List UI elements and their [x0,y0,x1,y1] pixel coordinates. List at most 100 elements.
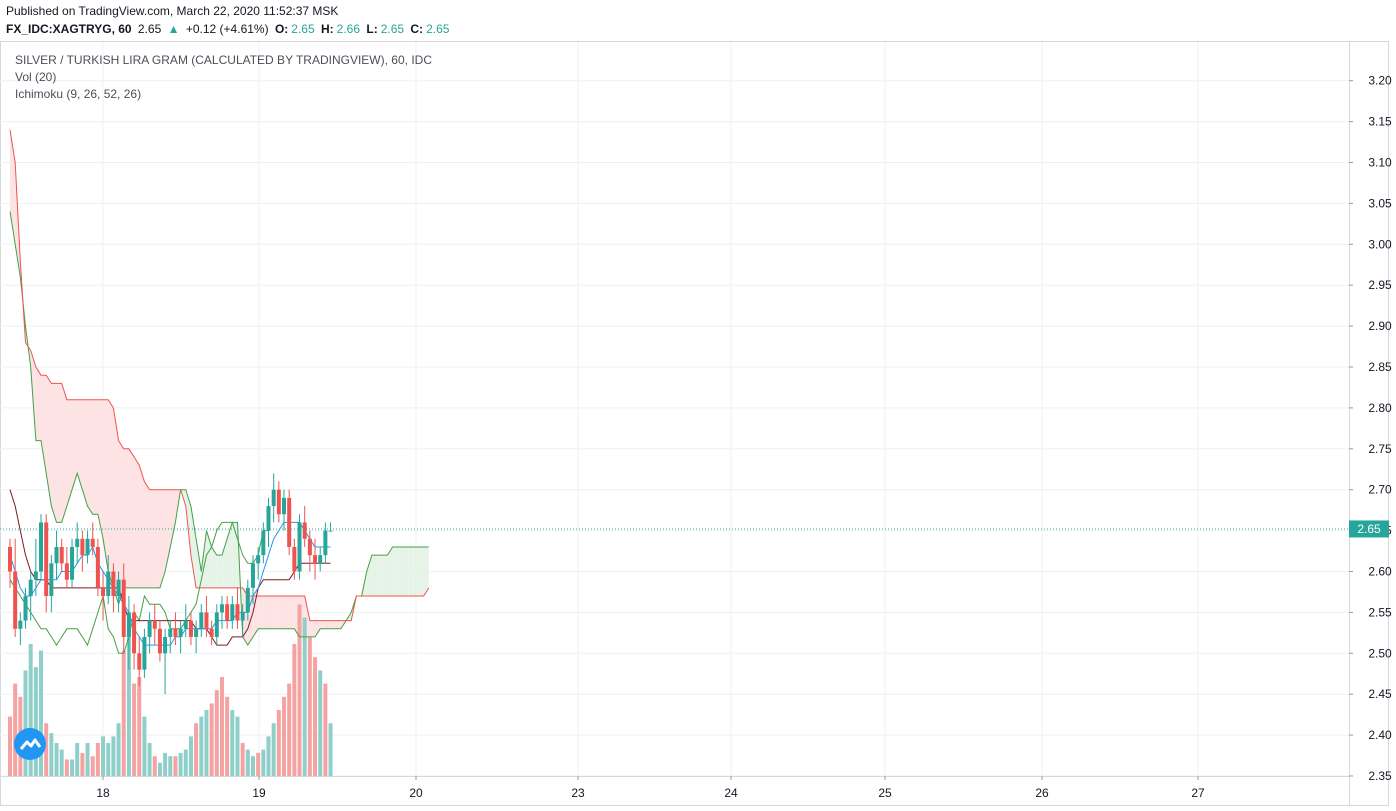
y-tick-label: 2.95 [1368,278,1392,292]
bullish-cloud-segment [211,546,217,588]
candle-body [292,546,297,572]
volume-bar [240,743,245,776]
svg-text:2.65: 2.65 [1357,522,1381,536]
volume-bar [152,756,157,776]
bullish-cloud-segment [232,522,238,588]
y-tick-label: 2.80 [1368,401,1392,415]
chart-title: SILVER / TURKISH LIRA GRAM (CALCULATED B… [15,53,432,67]
volume-bar [39,650,44,776]
bearish-cloud-segment [330,620,336,629]
x-tick-label: 24 [724,786,738,800]
volume-bar [173,756,178,776]
candle-body [297,522,302,572]
published-info: Published on TradingView.com, March 22, … [6,4,339,18]
bearish-cloud-segment [97,399,104,539]
candle-body [106,571,111,597]
y-tick-label: 3.00 [1368,237,1392,251]
volume-bar [266,736,271,776]
y-tick-label: 2.45 [1368,687,1392,701]
change-up-icon: ▲ [167,22,180,36]
bearish-cloud-segment [144,481,150,588]
x-tick-label: 18 [96,786,110,800]
price-axis[interactable]: 3.20 3.15 3.10 3.05 3.00 2.95 2.90 2.85 2.80 2.75… [1349,41,1392,806]
volume-bar [245,749,250,776]
bearish-cloud-segment [10,129,16,245]
bearish-cloud-segment [87,399,93,515]
candle-body [126,612,131,637]
volume-bar [163,752,168,776]
bullish-cloud-segment [423,546,429,597]
volume-bar [23,670,28,776]
candle-body [230,604,235,621]
volume-legend[interactable]: Vol (20) [15,70,57,84]
candle-body [54,546,59,564]
candle-body [240,612,245,621]
y-tick-label: 2.85 [1368,360,1392,374]
time-axis[interactable]: 18 19 20 23 24 25 26 27 [0,776,1349,800]
bullish-cloud-segment [366,555,372,597]
bearish-cloud-segment [128,448,135,588]
volume-bar [126,627,131,776]
candle-body [33,571,38,580]
y-tick-label: 2.75 [1368,442,1392,456]
volume-bar [95,743,100,776]
bearish-cloud-segment [56,383,62,523]
candle-body [28,579,33,597]
bearish-cloud-segment [66,399,73,507]
volume-bar [297,604,302,776]
tradingview-logo-icon[interactable] [14,728,46,760]
candle-body [64,563,69,580]
volume-bar [157,762,162,776]
volume-bar [287,683,292,776]
low-value: 2.65 [380,22,405,36]
candle-body [157,628,162,654]
bullish-cloud-segment [371,555,378,597]
volume-bar [209,703,214,776]
candle-body [59,546,64,564]
candle-body [183,620,188,629]
volume-bar [106,743,111,776]
bullish-cloud-segment [387,546,393,597]
volume-bar [121,650,126,776]
bearish-cloud-segment [335,620,341,629]
ichimoku-cloud [10,129,429,646]
candle-body [147,620,152,637]
high-label: H: [320,22,334,36]
bullish-cloud-segment [402,546,409,597]
y-tick-label: 3.20 [1368,74,1392,88]
bearish-cloud-segment [268,596,274,629]
volume-bar [75,743,80,776]
symbol-name: FX_IDC:XAGTRYG, 60 [6,22,132,36]
candle-body [85,538,90,556]
candle-body [188,620,193,637]
volume-bar [256,752,261,776]
volume-bar [13,683,18,776]
bearish-cloud-segment [320,620,326,629]
bullish-cloud-segment [408,546,414,597]
candle-body [13,571,18,629]
candle-body [178,628,183,637]
bullish-cloud-segment [418,546,424,597]
grid [0,42,1349,777]
candle-body [261,530,266,556]
price-change: +0.12 (+4.61%) [185,22,269,36]
close-label: C: [410,22,424,36]
y-tick-label: 3.15 [1368,115,1392,129]
bearish-cloud-segment [325,620,331,629]
y-tick-label: 2.70 [1368,483,1392,497]
y-tick-label: 2.55 [1368,605,1392,619]
volume-bar [70,759,75,776]
bearish-cloud-segment [289,596,295,629]
candle-body [39,522,44,572]
bearish-cloud-segment [159,489,166,588]
candle-body [209,628,214,637]
candle-body [328,530,333,532]
chart-border [0,41,1389,806]
volume-bar [90,756,95,776]
candle-body [287,497,292,547]
ichimoku-legend[interactable]: Ichimoku (9, 26, 52, 26) [15,87,142,101]
bearish-cloud-segment [284,596,290,629]
bearish-cloud-segment [134,456,140,588]
volume-bar [147,743,152,776]
